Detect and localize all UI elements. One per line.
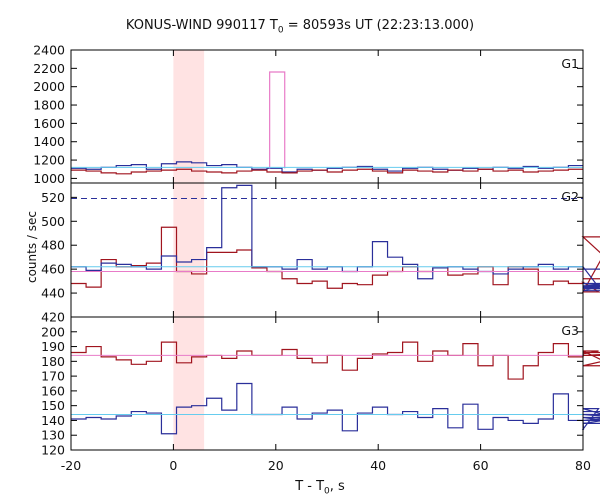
y-tick-label: 460	[41, 262, 65, 277]
y-tick-label: 1000	[33, 171, 65, 186]
y-tick-label: 180	[41, 354, 65, 369]
panel-G3-series-red	[71, 341, 600, 380]
y-tick-label: 2000	[33, 79, 65, 94]
y-tick-label: 520	[41, 190, 65, 205]
panel-G2-frame	[70, 182, 584, 318]
y-tick-label: 200	[41, 324, 65, 339]
y-tick-label: 170	[41, 369, 65, 384]
panel-G2-series-blue	[71, 184, 600, 292]
y-tick-label: 130	[41, 428, 65, 443]
x-tick-label: 0	[169, 458, 177, 473]
y-tick-label: 480	[41, 238, 65, 253]
y-tick-label: 1200	[33, 153, 65, 168]
x-tick-label: 80	[575, 458, 591, 473]
panel-label-G3: G3	[561, 323, 579, 338]
x-tick-label: -20	[61, 458, 81, 473]
y-tick-label: 160	[41, 383, 65, 398]
panel-G1-series-pink	[269, 71, 286, 169]
y-tick-label: 500	[41, 214, 65, 229]
panel-G3-frame	[70, 316, 584, 451]
highlight-band	[173, 50, 205, 450]
x-tick-label: 20	[268, 458, 284, 473]
y-tick-label: 2400	[33, 43, 65, 58]
y-tick-label: 150	[41, 398, 65, 413]
y-tick-label: 120	[41, 443, 65, 458]
y-tick-label: 440	[41, 286, 65, 301]
y-tick-label: 1600	[33, 116, 65, 131]
y-axis-label: counts / sec	[25, 211, 39, 284]
y-tick-label: 140	[41, 413, 65, 428]
panel-G1-series-red	[71, 168, 583, 175]
x-tick-label: 40	[370, 458, 386, 473]
panel-label-G2: G2	[561, 189, 579, 204]
panel-G1-frame	[70, 49, 584, 184]
x-axis-label: T - T0, s	[295, 479, 345, 497]
y-tick-label: 2200	[33, 61, 65, 76]
y-tick-label: 420	[41, 310, 65, 325]
panel-G2-series-red	[71, 226, 600, 293]
y-tick-label: 1800	[33, 98, 65, 113]
panel-label-G1: G1	[561, 56, 579, 71]
panel-G3-series-blue	[71, 382, 600, 435]
x-tick-label: 60	[473, 458, 489, 473]
chart-title: KONUS-WIND 990117 T0 = 80593s UT (22:23:…	[125, 18, 475, 36]
y-tick-label: 1400	[33, 134, 65, 149]
y-tick-label: 190	[41, 339, 65, 354]
